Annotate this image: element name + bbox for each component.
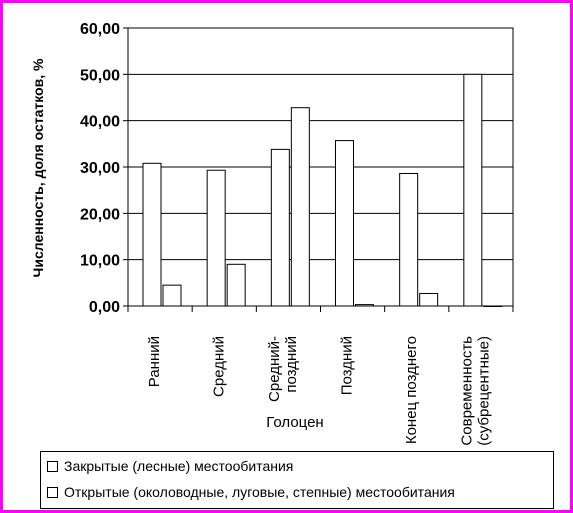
x-category-label: Конец позднего [403, 336, 420, 444]
legend-swatch-open [47, 486, 58, 498]
bar-closed-3 [335, 140, 354, 307]
x-category-label: Средний- [266, 336, 283, 402]
legend-label-open: Открытые (околоводные, луговые, степные)… [64, 484, 455, 500]
x-axis-title: Голоцен [266, 414, 323, 431]
x-category-label: (субрецентные) [475, 336, 492, 446]
bar-open-0 [162, 284, 182, 307]
x-category-label: Ранний [146, 336, 163, 387]
x-category-label: Средний [210, 336, 227, 397]
y-tick-label: 40,00 [80, 114, 120, 131]
x-category-label: Поздний [339, 336, 356, 395]
y-axis-title: Численность, доля остатков, % [30, 58, 46, 277]
y-tick-label: 30,00 [80, 160, 120, 177]
bar-open-1 [226, 263, 246, 307]
chart-area: 0,00 10,00 20,00 30,00 40,00 50,00 60,00 Ранни… [3, 3, 570, 510]
bar-closed-4 [399, 172, 419, 307]
x-category-label: поздний [283, 336, 300, 393]
y-tick-label: 0,00 [89, 299, 120, 316]
bar-open-5 [483, 305, 503, 307]
x-category-label: Современность [458, 336, 475, 446]
bar-chart: 0,00 10,00 20,00 30,00 40,00 50,00 60,00 Ранни… [30, 21, 514, 446]
y-tick-label: 10,00 [80, 253, 120, 270]
bar-open-2 [290, 107, 310, 307]
y-tick-label: 60,00 [80, 21, 120, 38]
legend: Закрытые (лесные) местообитания Открытые… [40, 451, 554, 509]
legend-label-closed: Закрытые (лесные) местообитания [64, 458, 294, 474]
legend-item-closed-habitats: Закрытые (лесные) местообитания [47, 458, 293, 474]
bar-open-4 [419, 292, 439, 307]
legend-swatch-closed [47, 460, 58, 472]
bar-closed-5 [463, 73, 483, 307]
bar-open-3 [355, 304, 374, 307]
legend-item-open-habitats: Открытые (околоводные, луговые, степные)… [47, 484, 455, 500]
bar-closed-1 [206, 169, 226, 307]
bar-closed-0 [142, 162, 162, 307]
y-tick-label: 50,00 [80, 67, 120, 84]
bar-closed-2 [270, 148, 290, 307]
y-tick-label: 20,00 [80, 206, 120, 223]
